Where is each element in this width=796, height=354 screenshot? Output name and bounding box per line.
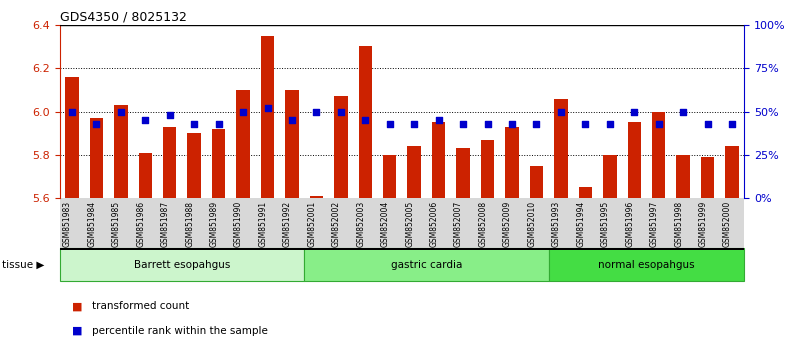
Point bbox=[628, 109, 641, 114]
Text: tissue ▶: tissue ▶ bbox=[2, 259, 45, 270]
Text: GSM852007: GSM852007 bbox=[454, 201, 463, 247]
Text: GSM851987: GSM851987 bbox=[161, 201, 170, 247]
Text: GDS4350 / 8025132: GDS4350 / 8025132 bbox=[60, 11, 186, 24]
Point bbox=[408, 121, 420, 126]
Point bbox=[432, 118, 445, 123]
Bar bbox=[187, 133, 201, 198]
Point bbox=[115, 109, 127, 114]
Text: percentile rank within the sample: percentile rank within the sample bbox=[92, 326, 267, 336]
Bar bbox=[554, 98, 568, 198]
Bar bbox=[725, 146, 739, 198]
Text: GSM851985: GSM851985 bbox=[111, 201, 121, 247]
Text: normal esopahgus: normal esopahgus bbox=[598, 259, 695, 270]
Text: GSM851990: GSM851990 bbox=[234, 201, 243, 247]
Bar bbox=[529, 166, 543, 198]
Text: GSM851984: GSM851984 bbox=[88, 201, 96, 247]
Text: GSM851989: GSM851989 bbox=[209, 201, 219, 247]
Bar bbox=[700, 157, 714, 198]
Text: GSM851988: GSM851988 bbox=[185, 201, 194, 247]
Text: GSM851995: GSM851995 bbox=[601, 201, 610, 247]
Point bbox=[603, 121, 616, 126]
Bar bbox=[481, 140, 494, 198]
Bar bbox=[603, 155, 617, 198]
Text: gastric cardia: gastric cardia bbox=[391, 259, 462, 270]
Text: GSM851994: GSM851994 bbox=[576, 201, 585, 247]
Point bbox=[163, 112, 176, 118]
Bar bbox=[163, 127, 177, 198]
Text: GSM851991: GSM851991 bbox=[259, 201, 267, 247]
Point bbox=[384, 121, 396, 126]
Bar bbox=[579, 187, 592, 198]
Text: transformed count: transformed count bbox=[92, 301, 189, 311]
Point bbox=[505, 121, 518, 126]
Point bbox=[652, 121, 665, 126]
Point bbox=[65, 109, 78, 114]
Point bbox=[457, 121, 470, 126]
Text: GSM851993: GSM851993 bbox=[552, 201, 561, 247]
Point bbox=[236, 109, 249, 114]
Point bbox=[286, 118, 298, 123]
Point bbox=[139, 118, 151, 123]
Bar bbox=[408, 146, 421, 198]
Bar bbox=[627, 122, 641, 198]
Text: GSM852010: GSM852010 bbox=[528, 201, 537, 247]
Bar bbox=[310, 196, 323, 198]
Point bbox=[310, 109, 323, 114]
Bar bbox=[261, 36, 275, 198]
Text: Barrett esopahgus: Barrett esopahgus bbox=[134, 259, 230, 270]
Text: GSM851983: GSM851983 bbox=[63, 201, 72, 247]
Text: GSM852002: GSM852002 bbox=[332, 201, 341, 247]
Bar bbox=[505, 127, 519, 198]
Point bbox=[677, 109, 689, 114]
Text: GSM852008: GSM852008 bbox=[478, 201, 487, 247]
Bar bbox=[456, 148, 470, 198]
Text: GSM852009: GSM852009 bbox=[503, 201, 512, 247]
Bar bbox=[139, 153, 152, 198]
Bar bbox=[212, 129, 225, 198]
Bar bbox=[383, 155, 396, 198]
Text: GSM851997: GSM851997 bbox=[650, 201, 659, 247]
Point bbox=[579, 121, 591, 126]
Point bbox=[261, 105, 274, 111]
Bar bbox=[652, 112, 665, 198]
Text: GSM852006: GSM852006 bbox=[430, 201, 439, 247]
Text: GSM852003: GSM852003 bbox=[357, 201, 365, 247]
Text: GSM851998: GSM851998 bbox=[674, 201, 683, 247]
Text: GSM852001: GSM852001 bbox=[307, 201, 317, 247]
Text: GSM852004: GSM852004 bbox=[380, 201, 390, 247]
Bar bbox=[285, 90, 298, 198]
Bar bbox=[114, 105, 127, 198]
Text: GSM852000: GSM852000 bbox=[723, 201, 732, 247]
Point bbox=[555, 109, 568, 114]
Point bbox=[359, 118, 372, 123]
Bar bbox=[358, 46, 372, 198]
Point bbox=[701, 121, 714, 126]
Point bbox=[481, 121, 494, 126]
Text: GSM852005: GSM852005 bbox=[405, 201, 414, 247]
Bar bbox=[677, 155, 690, 198]
Bar bbox=[90, 118, 103, 198]
Point bbox=[90, 121, 103, 126]
Text: GSM851996: GSM851996 bbox=[625, 201, 634, 247]
Point bbox=[726, 121, 739, 126]
Point bbox=[530, 121, 543, 126]
Bar bbox=[236, 90, 250, 198]
Point bbox=[334, 109, 347, 114]
Text: GSM851992: GSM851992 bbox=[283, 201, 292, 247]
Bar bbox=[334, 96, 348, 198]
Text: ■: ■ bbox=[72, 301, 82, 311]
Point bbox=[188, 121, 201, 126]
Text: GSM851986: GSM851986 bbox=[136, 201, 146, 247]
Bar bbox=[65, 77, 79, 198]
Text: ■: ■ bbox=[72, 326, 82, 336]
Point bbox=[213, 121, 225, 126]
Text: GSM851999: GSM851999 bbox=[699, 201, 708, 247]
Bar bbox=[432, 122, 446, 198]
